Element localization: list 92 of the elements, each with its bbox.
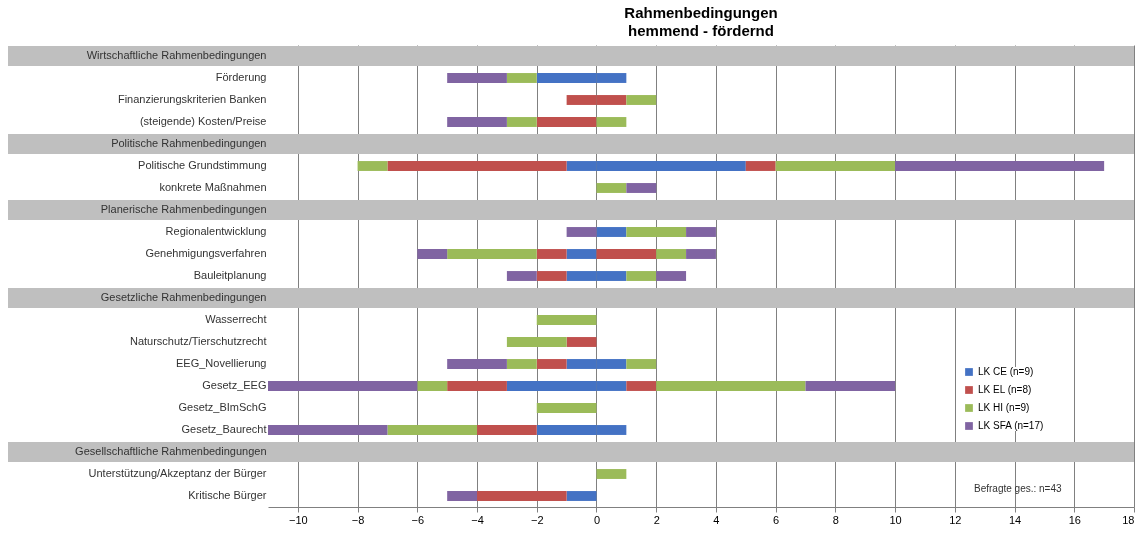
y-tick-label: Genehmigungsverfahren: [145, 247, 267, 259]
y-tick-label: Wirtschaftliche Rahmenbedingungen: [86, 49, 267, 61]
chart-subtitle: hemmend - fördernd: [628, 22, 774, 39]
y-tick-label: Gesetz_BImSchG: [178, 401, 267, 413]
y-tick-label: Politische Grundstimmung: [138, 159, 267, 171]
y-tick-label: Regionalentwicklung: [165, 225, 267, 237]
y-tick-label: Finanzierungskriterien Banken: [117, 93, 267, 105]
bar: [477, 491, 567, 501]
chart-title: Rahmenbedingungen: [624, 4, 778, 21]
y-tick-label: Gesetzliche Rahmenbedingungen: [100, 291, 267, 303]
y-tick-label: Gesetz_Baurecht: [181, 423, 267, 435]
y-tick-label: Bauleitplanung: [193, 269, 267, 281]
x-tick-label: 6: [773, 513, 780, 526]
bar: [506, 337, 567, 347]
bar: [268, 425, 388, 435]
y-tick-label: Förderung: [215, 71, 267, 83]
bar: [506, 117, 537, 127]
y-tick-label: Naturschutz/Tierschutzrecht: [129, 335, 267, 347]
x-tick-label: −2: [530, 513, 544, 526]
y-tick-label: Gesetz_EEG: [202, 379, 267, 391]
y-tick-label: Kritische Bürger: [188, 489, 267, 501]
legend-label: LK SFA (n=17): [978, 420, 1044, 431]
bar: [566, 227, 597, 237]
legend-label: LK HI (n=9): [978, 402, 1030, 413]
bar: [656, 381, 806, 391]
bar: [566, 337, 597, 347]
legend-label: LK EL (n=8): [978, 384, 1032, 395]
y-tick-label: Unterstützung/Akzeptanz der Bürger: [88, 467, 267, 479]
y-tick-label: Planerische Rahmenbedingungen: [100, 203, 267, 215]
bar: [656, 271, 687, 281]
bar: [566, 491, 597, 501]
legend-label: LK CE (n=9): [978, 366, 1034, 377]
x-tick-label: 18: [1122, 513, 1135, 526]
x-tick-label: 12: [949, 513, 962, 526]
x-tick-label: −8: [351, 513, 365, 526]
y-tick-label: Gesellschaftliche Rahmenbedingungen: [75, 445, 267, 457]
y-tick-label: Wasserrecht: [205, 313, 267, 325]
bar: [447, 359, 507, 369]
x-tick-label: 14: [1008, 513, 1022, 526]
bar: [596, 183, 627, 193]
bar: [805, 381, 896, 391]
x-tick-label: 4: [713, 513, 720, 526]
bar: [506, 271, 537, 281]
x-tick-label: 8: [832, 513, 839, 526]
bar: [268, 381, 418, 391]
bar: [447, 249, 537, 259]
y-tick-label: EEG_Novellierung: [176, 357, 267, 369]
bar: [596, 117, 627, 127]
y-tick-label: Politische Rahmenbedingungen: [111, 137, 267, 149]
bar: [536, 117, 597, 127]
bar: [596, 249, 657, 259]
bar: [417, 381, 448, 391]
x-tick-label: 16: [1068, 513, 1081, 526]
y-tick-label: (steigende) Kosten/Preise: [139, 115, 267, 127]
x-tick-label: 2: [653, 513, 660, 526]
bar: [626, 359, 657, 369]
bar: [536, 271, 567, 281]
bar: [775, 161, 896, 171]
bar: [626, 271, 657, 281]
bar: [596, 227, 627, 237]
bar: [626, 183, 657, 193]
bar: [686, 249, 716, 259]
bar: [447, 381, 507, 391]
bar: [506, 73, 537, 83]
bar: [447, 73, 507, 83]
bar: [417, 249, 448, 259]
bar: [387, 425, 478, 435]
bar: [566, 249, 597, 259]
bar: [596, 469, 627, 479]
x-tick-label: −4: [471, 513, 484, 526]
bar: [536, 249, 567, 259]
bar: [447, 491, 478, 501]
bar: [626, 95, 657, 105]
bar: [447, 117, 507, 127]
bar: [357, 161, 388, 171]
bar: [387, 161, 567, 171]
bar: [895, 161, 1105, 171]
bar: [626, 227, 687, 237]
bar: [745, 161, 776, 171]
bar: [626, 381, 657, 391]
x-tick-label: 10: [889, 513, 902, 526]
bar: [506, 359, 537, 369]
bar: [536, 359, 567, 369]
bar: [656, 249, 687, 259]
bar: [536, 315, 597, 325]
x-tick-label: −6: [411, 513, 425, 526]
bar: [477, 425, 537, 435]
bar: [536, 403, 597, 413]
y-tick-label: konkrete Maßnahmen: [159, 181, 267, 193]
bar: [686, 227, 716, 237]
x-tick-label: 0: [593, 513, 601, 526]
x-tick-label: −10: [289, 513, 308, 526]
